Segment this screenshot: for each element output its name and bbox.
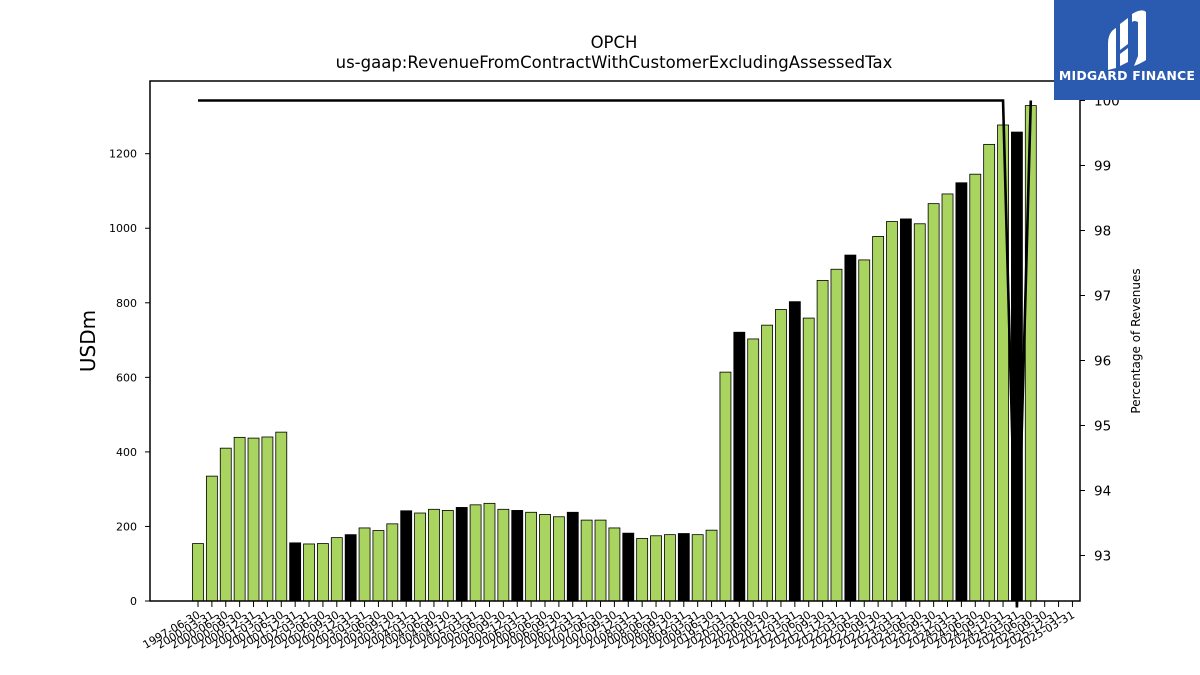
y2-tick-label: 98: [1094, 224, 1111, 240]
bar: [469, 504, 482, 602]
bar: [747, 338, 760, 602]
bar: [317, 543, 329, 602]
y-tick-label: 600: [116, 371, 137, 384]
brand-name: MIDGARD FINANCE: [1058, 68, 1196, 83]
bar: [372, 530, 385, 602]
bar: [830, 268, 843, 602]
bar: [455, 507, 468, 602]
bar: [1011, 131, 1023, 602]
bar: [511, 510, 524, 602]
y-tick-label: 400: [116, 446, 137, 459]
bar: [705, 529, 718, 602]
y2-axis-label: Percentage of Revenues: [1129, 268, 1143, 413]
bar: [344, 534, 357, 602]
bar: [664, 534, 676, 602]
brand-logo: MIDGARD FINANCE: [1054, 0, 1200, 100]
bar: [275, 431, 288, 602]
bar: [858, 259, 871, 602]
bar: [233, 436, 246, 602]
bar: [650, 535, 662, 602]
bars-group: [192, 105, 1037, 602]
bar: [899, 218, 912, 602]
bar: [608, 527, 621, 602]
brand-logo-graphic: [1054, 0, 1200, 100]
bar: [788, 301, 801, 602]
bar: [441, 510, 454, 602]
y2-tick-label: 93: [1094, 549, 1111, 565]
y2-tick-label: 95: [1094, 419, 1111, 435]
bar: [566, 511, 579, 602]
bar: [927, 203, 940, 602]
line-group: [198, 99, 1033, 608]
bar: [205, 475, 218, 602]
bar: [594, 519, 607, 602]
bar: [691, 534, 704, 602]
chart-title: OPCH: [591, 33, 638, 52]
bar: [761, 324, 773, 602]
y-tick-label: 800: [116, 297, 137, 310]
bar: [941, 193, 954, 602]
bar: [955, 182, 968, 602]
x-tick-labels: 1997-06-302000-03-312000-06-302000-09-30…: [141, 608, 1077, 651]
bar: [358, 527, 371, 602]
bar: [913, 223, 926, 602]
bar: [969, 173, 982, 602]
bar: [886, 221, 898, 602]
bar: [872, 236, 885, 602]
bar: [386, 523, 399, 602]
y2-tick-label: 94: [1094, 484, 1111, 500]
bar: [677, 533, 690, 602]
bar: [775, 309, 787, 602]
bar: [303, 543, 315, 602]
percentage-line: [198, 99, 1033, 608]
bar: [580, 519, 593, 602]
y2-tick-label: 97: [1094, 289, 1111, 305]
bar: [483, 502, 496, 602]
bar: [414, 512, 426, 602]
bar: [219, 447, 232, 602]
bar: [192, 543, 204, 602]
bar: [802, 317, 815, 602]
y-tick-label: 200: [116, 520, 137, 533]
bar: [428, 508, 440, 602]
bar: [733, 331, 746, 602]
bar: [261, 436, 274, 602]
bar: [816, 280, 829, 602]
y-tick-label: 0: [130, 595, 137, 608]
y-tick-label: 1200: [109, 148, 137, 161]
brand-monogram-icon: [1108, 10, 1146, 70]
y2-tick-label: 96: [1094, 354, 1111, 370]
bar: [636, 537, 649, 602]
bar: [552, 516, 565, 602]
y-axis-label: USDm: [76, 310, 100, 372]
bar: [525, 511, 538, 602]
y-tick-label: 1000: [109, 222, 137, 235]
bar: [289, 542, 302, 602]
chart-subtitle: us-gaap:RevenueFromContractWithCustomerE…: [336, 53, 893, 72]
bar: [539, 514, 551, 602]
plot-frame: [149, 80, 1081, 602]
bar: [497, 508, 510, 602]
bar: [400, 510, 413, 602]
bar: [622, 532, 635, 602]
bar: [983, 143, 996, 602]
bar: [719, 371, 732, 602]
bar: [247, 437, 260, 602]
bar: [1024, 105, 1037, 602]
y2-tick-label: 99: [1094, 159, 1111, 175]
bar: [330, 537, 343, 602]
bar: [844, 254, 857, 602]
